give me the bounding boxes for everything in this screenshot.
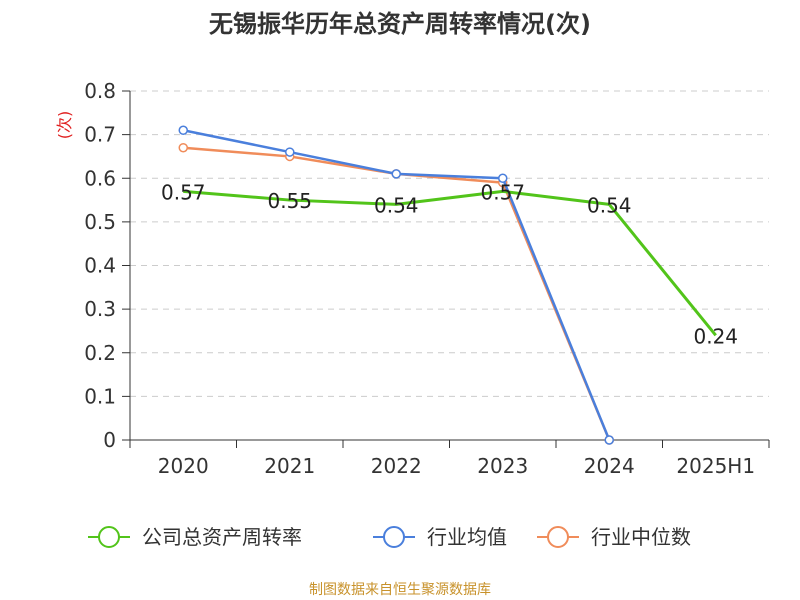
series-point bbox=[178, 142, 188, 153]
y-tick-label: 0.4 bbox=[84, 254, 116, 278]
data-label: 0.24 bbox=[693, 324, 738, 348]
series-point bbox=[178, 125, 188, 136]
legend-marker-icon bbox=[98, 526, 120, 548]
axis-layer: 0 0.1 0.2 0.3 0.4 0.5 0.6 0.7 0.8 2020 2021 2022 202… bbox=[84, 79, 770, 478]
y-axis-label: (次) bbox=[55, 111, 74, 140]
y-tick-label: 0.8 bbox=[84, 79, 116, 103]
source-note: 制图数据来自恒生聚源数据库 bbox=[309, 582, 491, 598]
series-point bbox=[285, 147, 295, 157]
series-point bbox=[498, 173, 508, 183]
data-label: 0.54 bbox=[374, 193, 419, 217]
series-point bbox=[604, 435, 614, 445]
legend-marker-icon bbox=[547, 526, 569, 548]
legend-item[interactable]: 公司总资产周转率 bbox=[88, 525, 302, 549]
y-tick-label: 0.5 bbox=[84, 210, 116, 234]
x-tick-label: 2020 bbox=[158, 454, 209, 478]
x-tick-label: 2022 bbox=[371, 454, 422, 478]
x-tick-label: 2023 bbox=[477, 454, 528, 478]
y-tick-label: 0.2 bbox=[84, 341, 116, 365]
chart-title: 无锡振华历年总资产周转率情况(次) bbox=[209, 10, 591, 38]
data-label: 0.54 bbox=[587, 193, 632, 217]
legend-item[interactable]: 行业中位数 bbox=[537, 525, 691, 549]
x-tick-label: 2024 bbox=[584, 454, 635, 478]
y-tick-label: 0.1 bbox=[84, 384, 116, 408]
data-label: 0.57 bbox=[480, 180, 525, 204]
x-tick-label: 2025H1 bbox=[676, 454, 755, 478]
y-tick-label: 0.7 bbox=[84, 123, 116, 147]
series-layer bbox=[178, 125, 717, 445]
legend-label: 公司总资产周转率 bbox=[142, 525, 302, 549]
data-label: 0.55 bbox=[267, 189, 312, 213]
legend-item[interactable]: 行业均值 bbox=[373, 525, 507, 549]
series-point bbox=[391, 169, 401, 179]
legend-marker-icon bbox=[383, 526, 405, 548]
legend-label: 行业均值 bbox=[427, 525, 507, 549]
data-label-layer: 0.57 0.55 0.54 0.57 0.54 0.24 bbox=[161, 180, 738, 348]
legend-label: 行业中位数 bbox=[591, 525, 691, 549]
y-tick-label: 0.3 bbox=[84, 297, 116, 321]
y-tick-label: 0.6 bbox=[84, 166, 116, 190]
y-tick-label: 0 bbox=[103, 428, 116, 452]
series-line bbox=[183, 189, 717, 337]
grid-layer bbox=[130, 90, 769, 397]
data-label: 0.57 bbox=[161, 180, 206, 204]
x-tick-label: 2021 bbox=[264, 454, 315, 478]
legend: 公司总资产周转率 行业均值 行业中位数 bbox=[88, 525, 691, 549]
